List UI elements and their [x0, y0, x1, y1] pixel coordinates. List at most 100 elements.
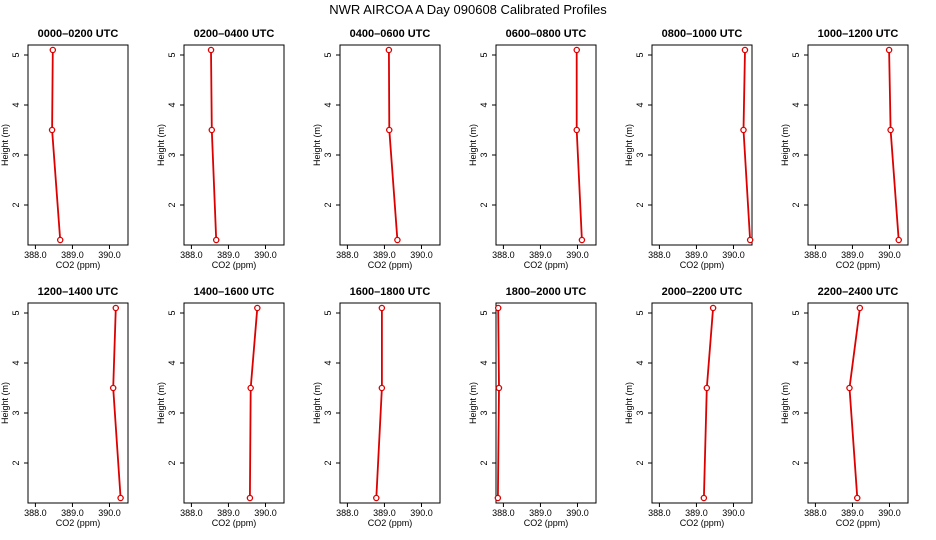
plot-frame [651, 302, 753, 504]
profile-line [375, 308, 383, 499]
y-axis-label: Height (m) [780, 124, 790, 166]
y-axis-label: Height (m) [468, 382, 478, 424]
y-tick-label: 5 [323, 52, 333, 57]
plot-frame [807, 44, 909, 246]
x-tick-label: 390.0 [98, 250, 121, 260]
x-tick-label: 388.0 [24, 508, 47, 518]
y-tick-label: 3 [323, 152, 333, 157]
data-point [703, 384, 711, 392]
data-point [700, 494, 708, 502]
x-axis-label: CO2 (ppm) [680, 260, 725, 270]
x-axis-label: CO2 (ppm) [56, 260, 101, 270]
y-tick-label: 3 [323, 410, 333, 415]
y-tick-label: 4 [167, 102, 177, 107]
plot-frame [339, 44, 441, 246]
data-point [709, 304, 717, 312]
y-tick-label: 5 [167, 52, 177, 57]
y-tick-label: 4 [791, 360, 801, 365]
x-axis-label: CO2 (ppm) [212, 260, 257, 270]
data-point [578, 236, 586, 244]
x-tick-label: 390.0 [722, 250, 745, 260]
y-tick-label: 2 [167, 202, 177, 207]
panel-title: 2000–2200 UTC [662, 286, 743, 298]
y-tick-label: 4 [635, 102, 645, 107]
data-point [895, 236, 902, 244]
x-tick-label: 390.0 [566, 250, 589, 260]
y-tick-label: 2 [479, 460, 489, 465]
y-tick-label: 5 [479, 52, 489, 57]
x-tick-label: 389.0 [373, 250, 396, 260]
x-tick-label: 388.0 [180, 508, 203, 518]
chart-panel-2: 0200–0400 UTC 388.0 389.0 390.0 2 3 4 5 CO2 (ppm… [156, 28, 285, 270]
chart-panel-7: 1200–1400 UTC 388.0 389.0 390.0 2 3 4 5 CO2 (ppm… [0, 286, 129, 528]
chart-panel-4: 0600–0800 UTC 388.0 389.0 390.0 2 3 4 5 CO2 (ppm… [468, 28, 597, 270]
x-tick-label: 389.0 [61, 250, 84, 260]
y-tick-label: 2 [635, 460, 645, 465]
x-tick-label: 389.0 [529, 508, 552, 518]
x-tick-label: 390.0 [254, 508, 277, 518]
chart-panel-5: 0800–1000 UTC 388.0 389.0 390.0 2 3 4 5 CO2 (ppm… [624, 28, 754, 270]
y-tick-label: 3 [167, 152, 177, 157]
profile-line [249, 307, 259, 499]
x-tick-label: 389.0 [685, 250, 708, 260]
data-point [212, 236, 220, 244]
panel-title: 0600–0800 UTC [506, 28, 587, 40]
y-tick-label: 4 [323, 360, 333, 365]
plot-frame [27, 44, 129, 246]
y-axis-label: Height (m) [0, 382, 10, 424]
x-tick-label: 389.0 [841, 250, 864, 260]
y-axis-label: Height (m) [624, 382, 634, 424]
x-tick-label: 390.0 [254, 250, 277, 260]
data-point [394, 236, 401, 244]
x-axis-label: CO2 (ppm) [836, 518, 881, 528]
y-tick-label: 4 [11, 102, 21, 107]
chart-panel-3: 0400–0600 UTC 388.0 389.0 390.0 2 3 4 5 CO2 (ppm… [312, 28, 441, 270]
y-tick-label: 4 [479, 102, 489, 107]
panel-title: 1800–2000 UTC [506, 286, 587, 298]
data-point [495, 384, 503, 392]
y-tick-label: 3 [635, 410, 645, 415]
y-tick-label: 4 [635, 360, 645, 365]
x-axis-label: CO2 (ppm) [368, 518, 413, 528]
y-tick-label: 5 [11, 310, 21, 315]
y-tick-label: 4 [479, 360, 489, 365]
profile-line [888, 49, 900, 241]
data-point [378, 384, 386, 392]
data-point [887, 126, 894, 134]
y-tick-label: 4 [11, 360, 21, 365]
y-tick-label: 3 [791, 410, 801, 415]
y-tick-label: 2 [323, 202, 333, 207]
panel-title: 0400–0600 UTC [350, 28, 431, 40]
y-tick-label: 4 [167, 360, 177, 365]
profile-line [703, 307, 714, 499]
plot-frame [495, 302, 597, 504]
y-tick-label: 5 [479, 310, 489, 315]
data-point [373, 494, 380, 502]
y-tick-label: 5 [11, 52, 21, 57]
y-tick-label: 5 [635, 310, 645, 315]
data-point [573, 126, 580, 134]
x-axis-label: CO2 (ppm) [524, 518, 569, 528]
x-tick-label: 390.0 [878, 250, 901, 260]
y-tick-label: 5 [791, 52, 801, 57]
profile-line [51, 49, 62, 241]
x-tick-label: 390.0 [98, 508, 121, 518]
x-tick-label: 389.0 [529, 250, 552, 260]
y-tick-label: 3 [167, 410, 177, 415]
data-point [247, 384, 254, 392]
data-point [378, 304, 386, 312]
y-axis-label: Height (m) [780, 382, 790, 424]
x-axis-label: CO2 (ppm) [56, 518, 101, 528]
data-point [856, 304, 864, 312]
x-tick-label: 388.0 [180, 250, 203, 260]
y-tick-label: 3 [479, 152, 489, 157]
x-tick-label: 388.0 [492, 250, 515, 260]
data-point [208, 126, 216, 134]
x-tick-label: 389.0 [373, 508, 396, 518]
profile-line [112, 307, 122, 499]
data-point [494, 304, 502, 312]
y-tick-label: 4 [323, 102, 333, 107]
panel-title: 2200–2400 UTC [818, 286, 899, 298]
y-axis-label: Height (m) [0, 124, 10, 166]
